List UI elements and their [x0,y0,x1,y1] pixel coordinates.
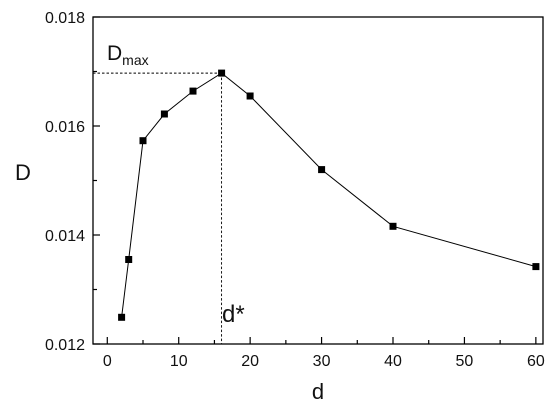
y-axis-title: D [15,160,31,185]
data-point [189,87,197,95]
data-point [139,137,147,145]
reference-lines [93,72,223,344]
data-point [246,92,254,100]
data-point [125,256,133,263]
x-axis-title: d [312,379,324,404]
x-tick-label: 50 [456,353,474,370]
data-point [160,110,168,118]
dmax-annotation-sub: max [122,52,148,68]
data-point [218,69,226,77]
dmax-annotation-main: D [107,42,122,65]
y-tick-label: 0.012 [45,337,85,354]
data-point [318,166,326,174]
x-tick-label: 30 [313,353,331,370]
data-point [532,263,540,271]
x-tick-label: 10 [170,353,188,370]
axis-labels: 0 10 20 30 40 50 60 0.012 0.014 0.016 0.018 [45,10,545,370]
y-tick-label: 0.016 [45,119,85,136]
series-line [121,72,537,318]
x-tick-label: 20 [241,353,259,370]
y-tick-label: 0.014 [45,228,85,245]
x-tick-label: 40 [384,353,402,370]
x-tick-label: 60 [527,353,545,370]
data-point [118,313,126,321]
dmax-annotation: Dmax [107,42,149,68]
x-tick-label: 0 [103,353,112,370]
axis-ticks [93,16,537,345]
series-group [118,69,540,321]
plot-frame [92,16,544,345]
y-tick-label: 0.018 [45,10,85,27]
data-point [389,222,397,230]
dstar-annotation: d* [222,301,245,328]
